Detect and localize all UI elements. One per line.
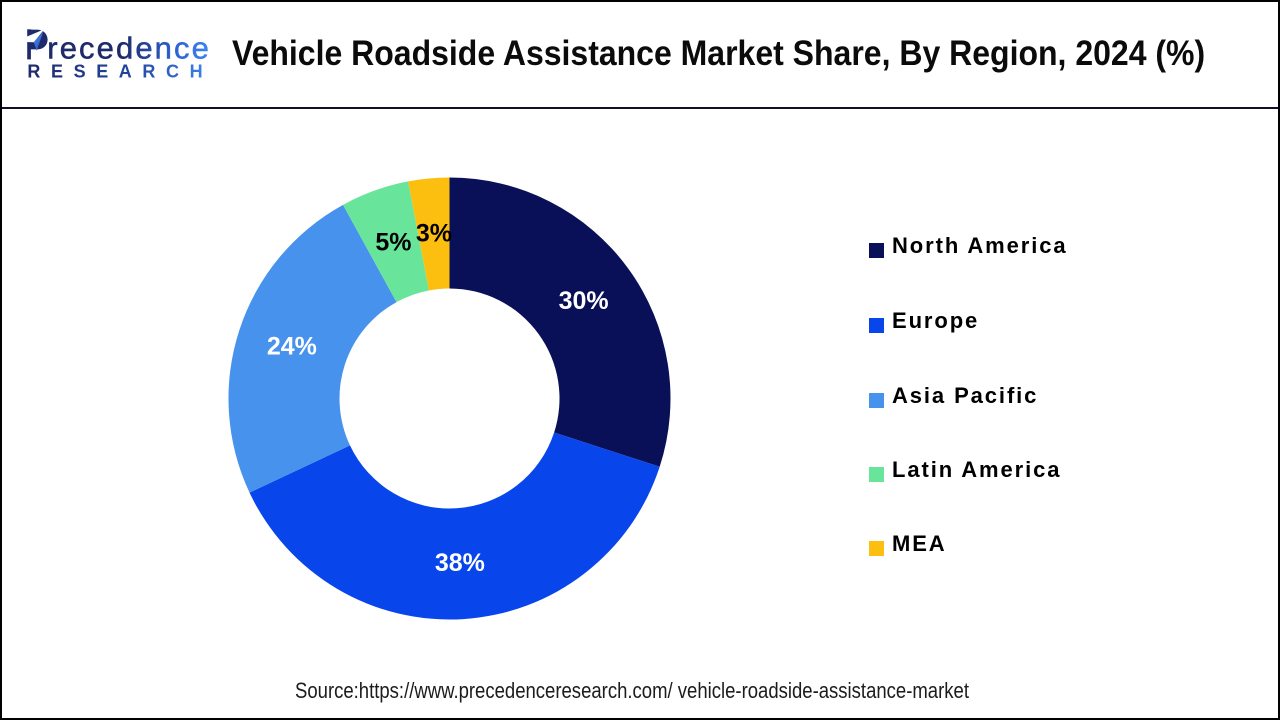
svg-text:24%: 24% — [267, 333, 317, 361]
svg-text:recedence: recedence — [47, 30, 211, 65]
svg-text:38%: 38% — [435, 549, 485, 577]
svg-text:3%: 3% — [416, 220, 452, 248]
svg-text:30%: 30% — [559, 287, 609, 315]
svg-text:5%: 5% — [375, 229, 411, 257]
svg-text:RESEARCH: RESEARCH — [27, 62, 213, 82]
